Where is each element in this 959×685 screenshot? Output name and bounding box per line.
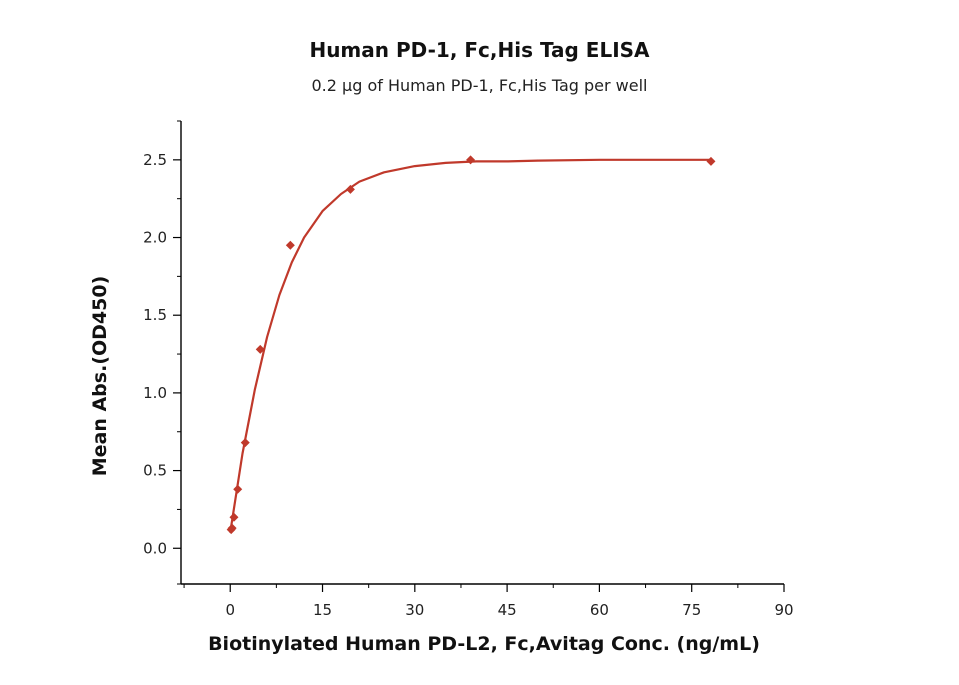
fit-curve [229, 158, 711, 533]
x-tick-label: 15 [313, 601, 332, 619]
x-tick-label: 0 [225, 601, 235, 619]
x-tick-label: 45 [498, 601, 517, 619]
data-point [227, 523, 237, 533]
y-tick-label: 1.0 [143, 384, 167, 402]
x-tick-label: 60 [590, 601, 609, 619]
data-point [706, 156, 716, 166]
y-tick-label: 0.0 [143, 539, 167, 557]
x-tick-label: 30 [405, 601, 424, 619]
y-tick-label: 1.5 [143, 306, 167, 324]
y-tick-label: 0.5 [143, 462, 167, 480]
x-tick-label: 90 [774, 601, 793, 619]
data-point [233, 484, 243, 494]
data-point [255, 344, 265, 354]
y-axis-title: Mean Abs.(OD450) [89, 275, 111, 477]
data-point [345, 184, 355, 194]
chart-subtitle: 0.2 µg of Human PD-1, Fc,His Tag per wel… [311, 76, 648, 95]
x-axis-title: Biotinylated Human PD-L2, Fc,Avitag Conc… [208, 633, 760, 655]
y-tick-label: 2.5 [143, 151, 167, 169]
x-tick-label: 75 [682, 601, 701, 619]
chart-title: Human PD-1, Fc,His Tag ELISA [309, 38, 650, 62]
y-tick-label: 2.0 [143, 229, 167, 247]
data-point [240, 438, 250, 448]
data-point [229, 512, 239, 522]
data-point [285, 240, 295, 250]
data-point [466, 155, 476, 165]
